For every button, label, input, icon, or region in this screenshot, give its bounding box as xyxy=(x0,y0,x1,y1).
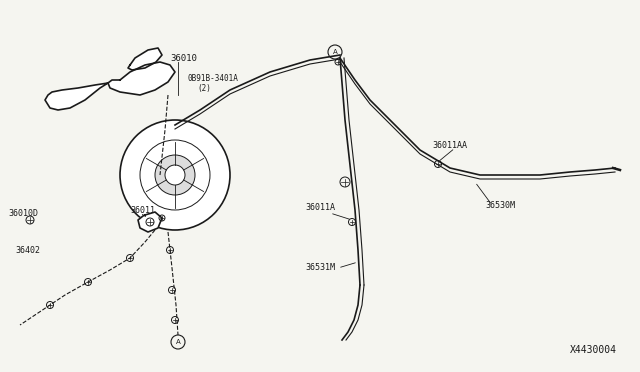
Circle shape xyxy=(165,165,185,185)
Text: 36530M: 36530M xyxy=(485,201,515,209)
Polygon shape xyxy=(138,212,162,232)
Text: (2): (2) xyxy=(197,83,211,93)
Text: A: A xyxy=(333,49,337,55)
Text: 36010D: 36010D xyxy=(8,208,38,218)
Text: 36531M: 36531M xyxy=(305,263,335,273)
Polygon shape xyxy=(108,62,175,95)
Text: 36010: 36010 xyxy=(170,54,197,62)
Polygon shape xyxy=(45,83,108,110)
Text: 36011: 36011 xyxy=(130,205,155,215)
Circle shape xyxy=(155,155,195,195)
Text: X4430004: X4430004 xyxy=(570,345,617,355)
Text: A: A xyxy=(175,339,180,345)
Text: 0B91B-3401A: 0B91B-3401A xyxy=(188,74,239,83)
Polygon shape xyxy=(128,48,162,70)
Text: 36011A: 36011A xyxy=(305,202,335,212)
Circle shape xyxy=(120,120,230,230)
Text: 36402: 36402 xyxy=(15,246,40,254)
Text: 36011AA: 36011AA xyxy=(432,141,467,150)
